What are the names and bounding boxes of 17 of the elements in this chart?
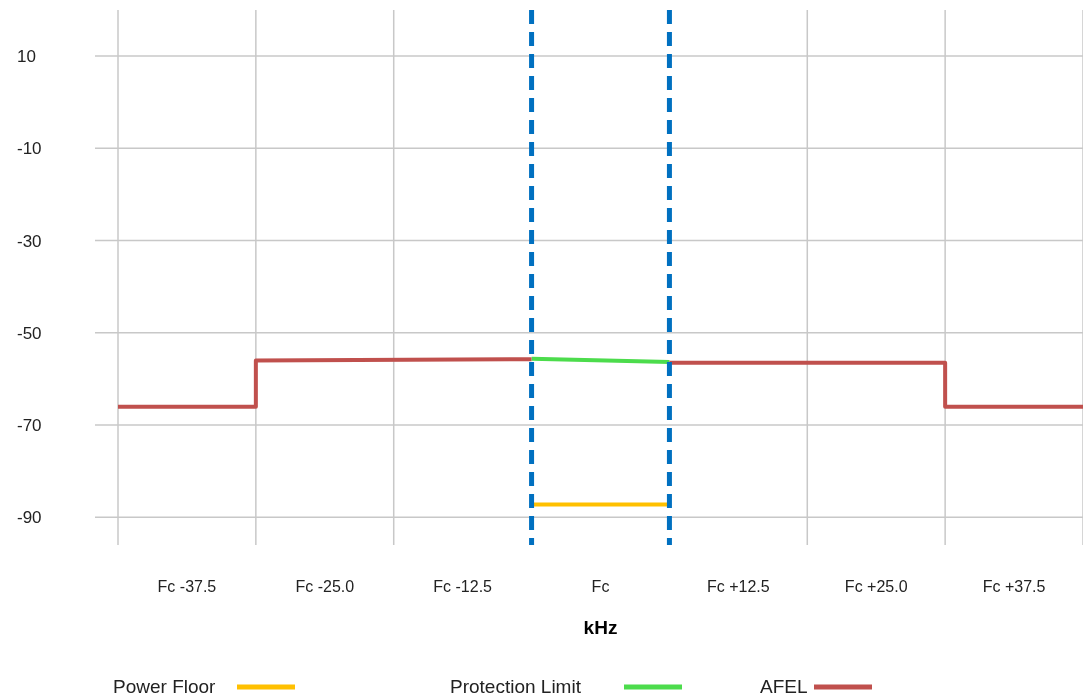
y-tick-label: -10 (17, 139, 42, 159)
x-axis-title: kHz (583, 617, 618, 638)
legend-label: Protection Limit (450, 676, 582, 697)
y-tick-label: 10 (17, 47, 36, 67)
y-tick-label: -90 (17, 508, 42, 528)
x-tick-label: Fc -25.0 (295, 578, 355, 595)
y-tick-label: -70 (17, 416, 42, 436)
legend-label: AFEL (760, 676, 808, 697)
y-tick-label: -50 (17, 323, 42, 343)
x-tick-label: Fc +37.5 (982, 578, 1046, 595)
x-tick-label: Fc -12.5 (433, 578, 493, 595)
legend-label: Power Floor (113, 676, 217, 697)
x-tick-label: Fc +12.5 (707, 578, 770, 595)
y-tick-label: -30 (17, 231, 42, 251)
x-tick-label: Fc -37.5 (157, 578, 217, 595)
x-tick-label: Fc (591, 578, 610, 595)
x-tick-label: Fc +25.0 (844, 578, 908, 595)
